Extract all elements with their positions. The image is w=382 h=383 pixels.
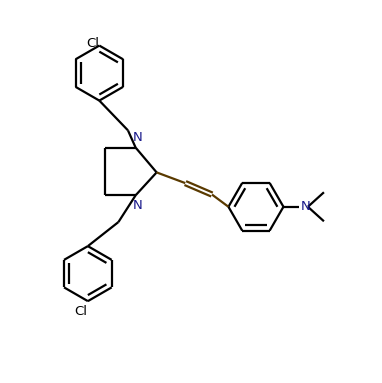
Text: N: N bbox=[301, 200, 311, 213]
Text: N: N bbox=[133, 199, 142, 212]
Text: N: N bbox=[133, 131, 142, 144]
Text: Cl: Cl bbox=[74, 305, 87, 318]
Text: Cl: Cl bbox=[86, 37, 99, 50]
